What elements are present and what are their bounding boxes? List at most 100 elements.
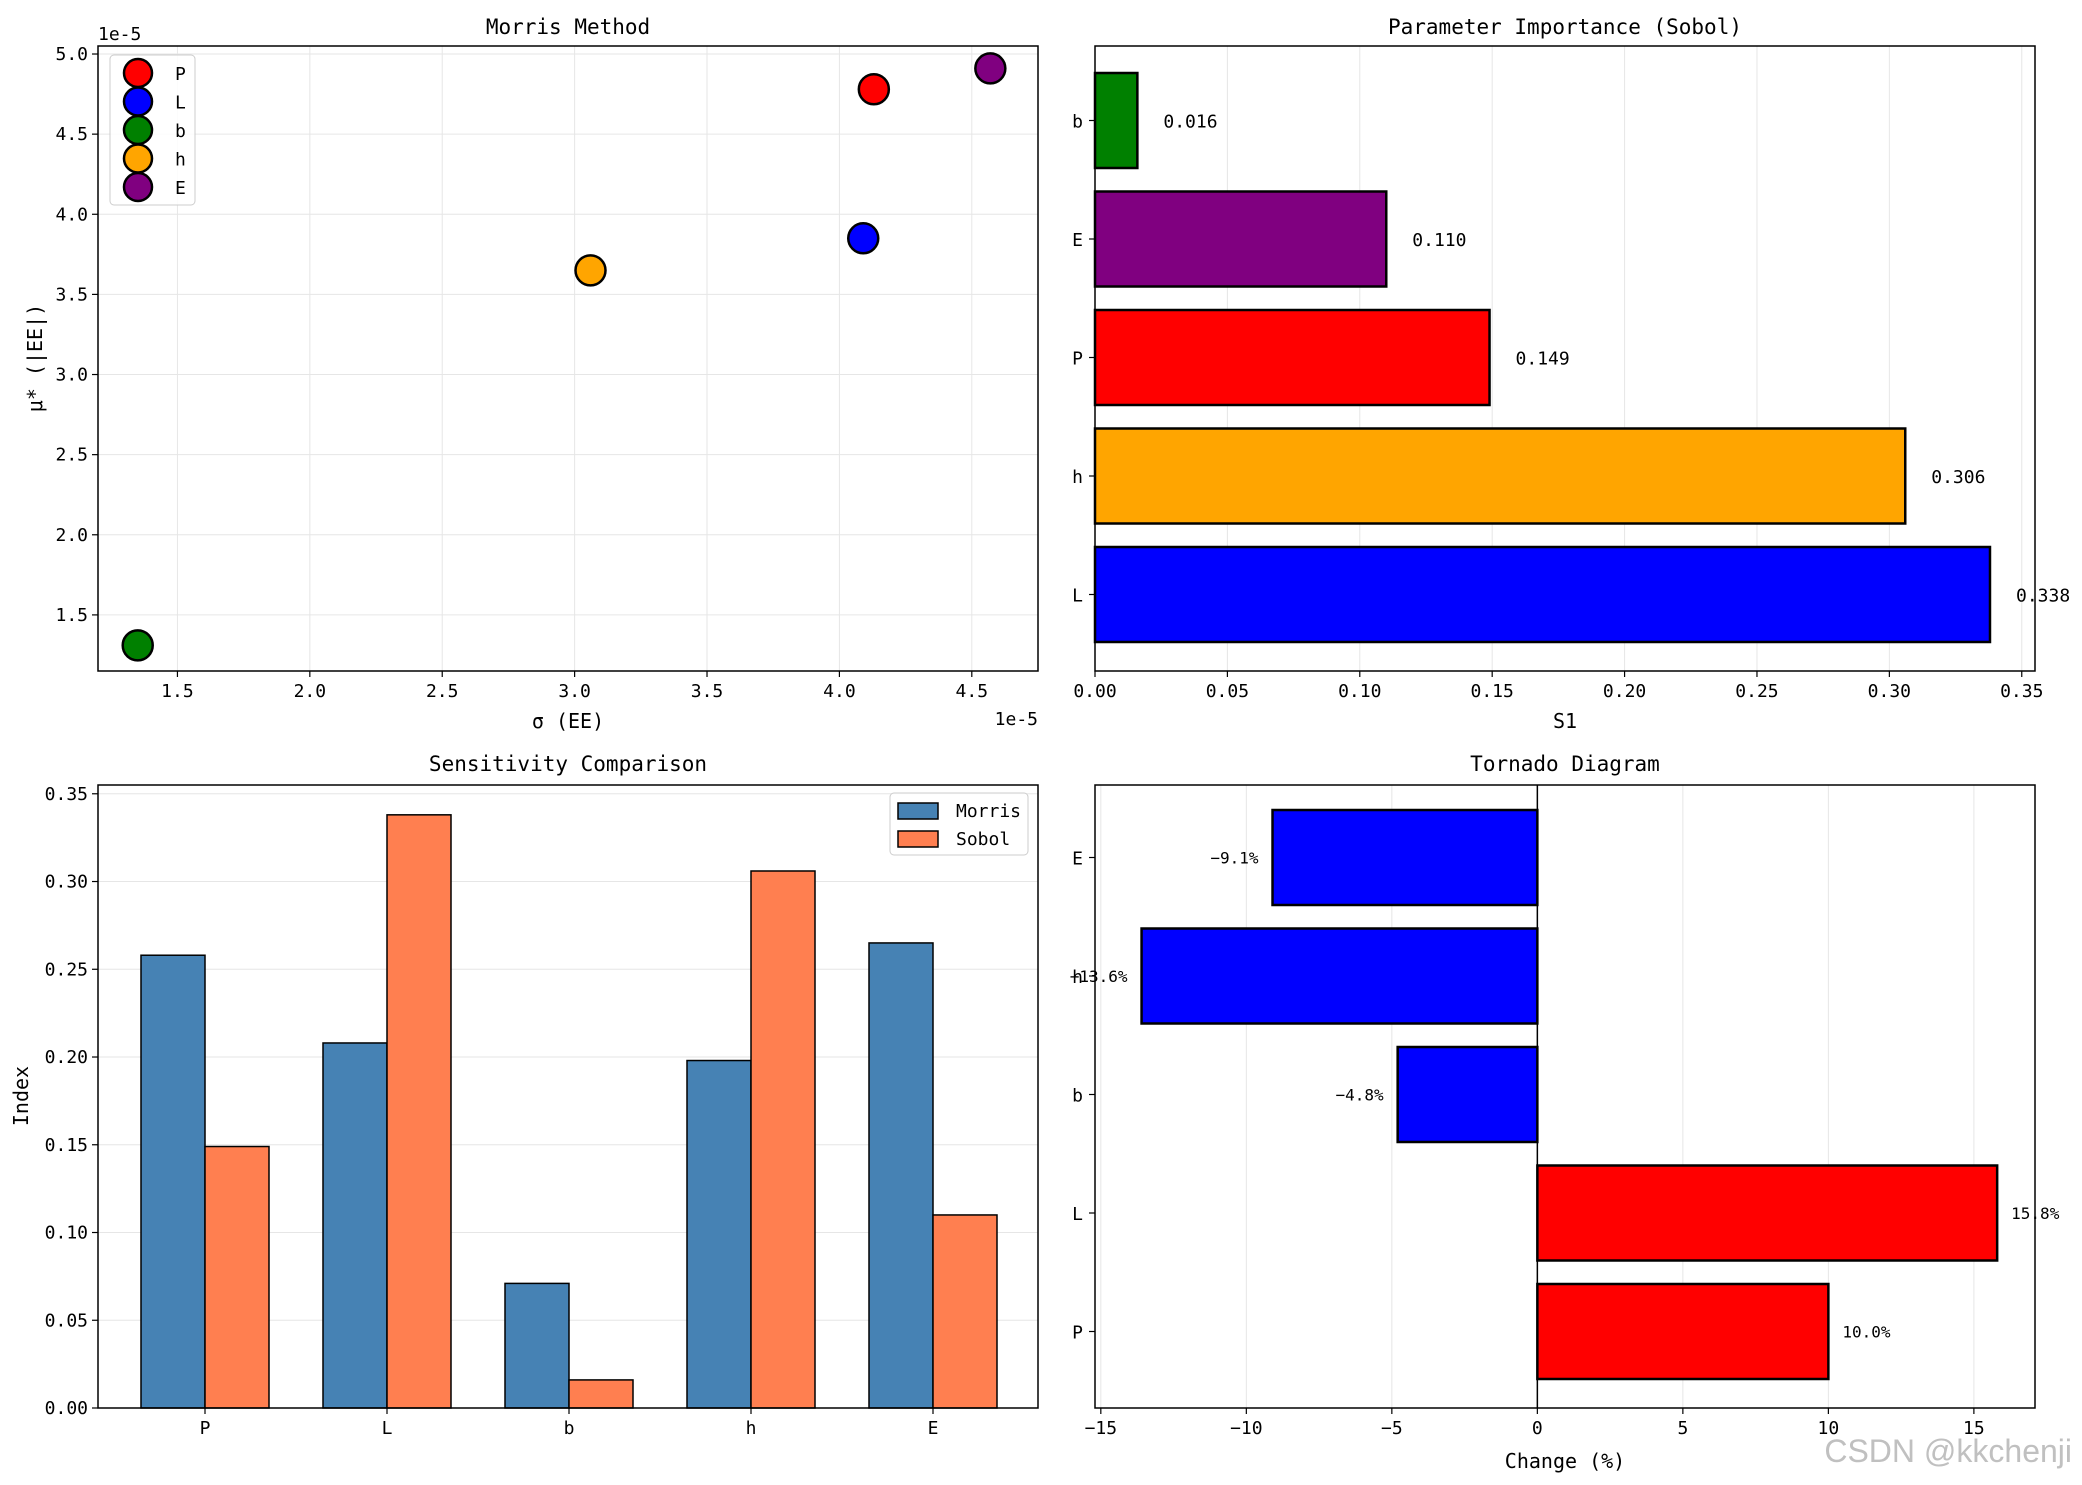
comparison-legend-label-sobol: Sobol — [956, 829, 1010, 850]
watermark: CSDN @kkchenji — [1824, 1433, 2072, 1469]
morris-legend-marker-P — [122, 57, 154, 89]
sobol-bar-L — [1093, 545, 1992, 644]
morris-y-tick-label: 4.0 — [55, 204, 88, 225]
comparison-x-tick-label-b: b — [564, 1418, 575, 1439]
morris-y-tick-label: 3.5 — [55, 284, 88, 305]
morris-legend-label-h: h — [175, 150, 186, 171]
comparison-x-tick-label-P: P — [200, 1418, 211, 1439]
comparison-bar-sobol-h — [750, 870, 816, 1409]
morris-xlabel: σ (EE) — [532, 709, 604, 733]
comparison-bar-morris-E — [868, 942, 934, 1409]
morris-x-offset: 1e-5 — [995, 709, 1038, 730]
sobol-value-label-P: 0.149 — [1516, 349, 1570, 370]
tornado-x-tick-label: −15 — [1085, 1418, 1118, 1439]
morris-legend-label-b: b — [175, 121, 186, 142]
sobol-bar-b — [1093, 71, 1139, 170]
comparison-y-tick-label: 0.25 — [45, 959, 88, 980]
morris-y-offset: 1e-5 — [98, 24, 141, 45]
tornado-y-tick-label-b: b — [1072, 1086, 1083, 1107]
tornado-panel: 10.0%15.8%−4.8%−13.6%−9.1% −15 −10 −5 0 5 10 1… — [1070, 752, 2060, 1473]
comparison-bar-morris-P — [140, 954, 206, 1409]
comparison-axes-frame — [97, 784, 1039, 1409]
morris-y-tick-label: 4.5 — [55, 124, 88, 145]
comparison-y-tick-label: 0.30 — [45, 872, 88, 893]
tornado-value-label-E: −9.1% — [1210, 849, 1259, 868]
sobol-x-tick-label: 0.30 — [1868, 681, 1911, 702]
sobol-x-tick-label: 0.25 — [1735, 681, 1778, 702]
sobol-value-label-L: 0.338 — [2016, 586, 2070, 607]
morris-legend-marker-L — [122, 86, 154, 117]
morris-x-tick-label: 2.5 — [426, 681, 459, 702]
sobol-y-tick-label-P: P — [1072, 349, 1083, 370]
comparison-y-tick-label: 0.05 — [45, 1310, 88, 1331]
comparison-ylabel: Index — [9, 1066, 33, 1126]
comparison-x-tick-label-h: h — [746, 1418, 757, 1439]
comparison-title: Sensitivity Comparison — [429, 752, 707, 776]
tornado-bar-L — [1536, 1164, 1999, 1262]
sobol-x-tick-label: 0.20 — [1603, 681, 1646, 702]
comparison-bar-sobol-P — [204, 1145, 270, 1409]
morris-x-tick-label: 3.0 — [558, 681, 591, 702]
tornado-x-tick-label: 10 — [1818, 1418, 1840, 1439]
comparison-legend-label-morris: Morris — [956, 801, 1021, 822]
sobol-x-tick-label: 0.05 — [1206, 681, 1249, 702]
comparison-bar-sobol-E — [932, 1214, 998, 1409]
tornado-value-label-P: 10.0% — [1842, 1323, 1891, 1342]
comparison-y-tick-label: 0.20 — [45, 1047, 88, 1068]
morris-legend-label-E: E — [175, 178, 186, 199]
sobol-bar-P — [1093, 308, 1491, 407]
comparison-y-tick-label: 0.00 — [45, 1398, 88, 1419]
sobol-x-tick-label: 0.00 — [1073, 681, 1116, 702]
comparison-legend-swatch-morris — [897, 802, 939, 820]
morris-y-tick-label: 2.5 — [55, 445, 88, 466]
tornado-title: Tornado Diagram — [1470, 752, 1660, 776]
morris-legend-marker-E — [122, 171, 154, 203]
tornado-y-tick-label-L: L — [1072, 1204, 1083, 1225]
tornado-bar-P — [1536, 1282, 1830, 1381]
sobol-y-tick-label-h: h — [1072, 467, 1083, 488]
sobol-x-tick-label: 0.10 — [1338, 681, 1381, 702]
morris-point-E — [974, 52, 1007, 85]
comparison-x-tick-label-E: E — [928, 1418, 939, 1439]
morris-legend-label-L: L — [175, 93, 186, 114]
tornado-x-tick-label: 5 — [1677, 1418, 1688, 1439]
tornado-value-label-h: −13.6% — [1070, 967, 1128, 986]
sobol-value-label-b: 0.016 — [1163, 112, 1217, 133]
sobol-y-tick-label-L: L — [1072, 586, 1083, 607]
tornado-y-tick-label-P: P — [1072, 1323, 1083, 1344]
sobol-bar-h — [1093, 427, 1907, 525]
morris-y-tick-label: 1.5 — [55, 605, 88, 626]
sobol-title: Parameter Importance (Sobol) — [1388, 15, 1742, 39]
tornado-bar-b — [1396, 1045, 1539, 1144]
comparison-y-tick-label: 0.35 — [45, 784, 88, 805]
sobol-value-label-E: 0.110 — [1412, 230, 1466, 251]
comparison-x-tick-label-L: L — [382, 1418, 393, 1439]
sobol-y-tick-label-b: b — [1072, 112, 1083, 133]
sobol-value-label-h: 0.306 — [1931, 467, 1985, 488]
tornado-axes-frame — [1094, 784, 2036, 1409]
tornado-x-tick-label: 0 — [1532, 1418, 1543, 1439]
morris-scatter-panel: 1.5 2.0 2.5 3.0 3.5 4.0 4.5 1.5 2.0 2.5 3.0 3.5 4.0 4… — [23, 15, 1039, 733]
tornado-x-tick-label: 15 — [1963, 1418, 1985, 1439]
sobol-y-tick-label-E: E — [1072, 230, 1083, 251]
morris-legend-label-P: P — [175, 64, 186, 85]
tornado-y-tick-label-E: E — [1072, 849, 1083, 870]
morris-x-tick-label: 4.0 — [823, 681, 856, 702]
morris-y-tick-label: 3.0 — [55, 365, 88, 386]
morris-y-tick-label: 2.0 — [55, 525, 88, 546]
morris-x-tick-label: 4.5 — [956, 681, 989, 702]
tornado-x-tick-label: −10 — [1230, 1418, 1263, 1439]
comparison-y-tick-label: 0.15 — [45, 1135, 88, 1156]
morris-ylabel: μ* (|EE|) — [23, 304, 47, 412]
sobol-x-tick-label: 0.15 — [1471, 681, 1514, 702]
tornado-value-label-b: −4.8% — [1335, 1086, 1384, 1105]
morris-y-tick-label: 5.0 — [55, 44, 88, 65]
morris-axes-frame — [97, 45, 1039, 672]
tornado-bar-E — [1271, 808, 1539, 907]
morris-point-b — [121, 629, 154, 662]
tornado-xlabel: Change (%) — [1505, 1449, 1625, 1473]
morris-legend-marker-b — [122, 114, 154, 146]
comparison-legend-swatch-sobol — [897, 830, 939, 848]
